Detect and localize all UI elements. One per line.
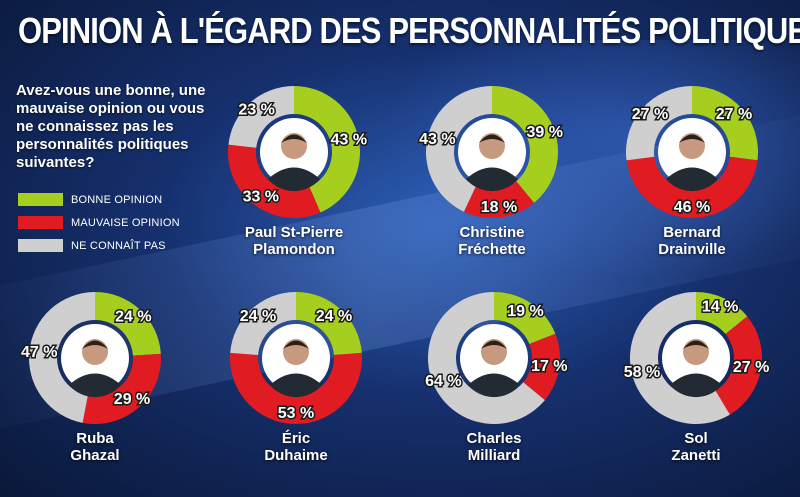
percent-label-mauvaise: 18 % [481, 199, 517, 216]
percent-label-ne-connait-pas: 64 % [425, 373, 461, 390]
percent-label-ne-connait-pas: 27 % [632, 106, 668, 123]
person-name-line2: Zanetti [671, 447, 721, 464]
slice-ne-connait-pas [230, 292, 296, 356]
legend-label-ne-connait-pas: NE CONNAÎT PAS [71, 239, 166, 252]
person-name-line1: Paul St-Pierre [244, 224, 344, 241]
slice-bonne [494, 292, 556, 345]
person-name-eric-duhaime: Éric Duhaime [221, 430, 371, 464]
slice-ne-connait-pas [425, 86, 492, 212]
person-name-line1: Bernard [663, 224, 721, 241]
person-name-line2: Fréchette [458, 241, 526, 258]
legend: BONNE OPINION MAUVAISE OPINION NE CONNAÎ… [18, 193, 180, 262]
legend-item-bonne: BONNE OPINION [18, 193, 180, 206]
percent-label-ne-connait-pas: 24 % [240, 308, 276, 325]
percent-label-mauvaise: 53 % [278, 405, 314, 422]
percent-label-mauvaise: 46 % [674, 199, 710, 216]
portrait-body [270, 373, 322, 398]
legend-swatch-mauvaise [18, 216, 63, 229]
person-name-line2: Ghazal [70, 447, 120, 464]
portrait-hair [679, 134, 705, 143]
donut-christine-frechette: 39 % 18 % 43 % [418, 86, 564, 219]
person-name-sol-zanetti: Sol Zanetti [621, 430, 771, 464]
person-name-paul-st-pierre-plamondon: Paul St-Pierre Plamondon [219, 224, 369, 258]
slice-mauvaise [228, 144, 321, 218]
portrait-body [466, 167, 518, 192]
donut-ruba-ghazal: 24 % 29 % 47 % [20, 292, 161, 424]
donut-charles-milliard: 19 % 17 % 64 % [424, 292, 569, 424]
donut-eric-duhaime: 24 % 53 % 24 % [229, 292, 362, 425]
percent-label-ne-connait-pas: 23 % [238, 101, 274, 118]
slice-mauvaise [523, 333, 560, 401]
percent-label-bonne: 24 % [115, 308, 151, 325]
slice-mauvaise [715, 316, 762, 415]
donut-sol-zanetti: 14 % 27 % 58 % [622, 292, 771, 424]
percent-label-bonne: 27 % [716, 106, 752, 123]
legend-label-bonne: BONNE OPINION [71, 193, 163, 206]
portrait-hair [82, 340, 108, 349]
percent-label-ne-connait-pas: 47 % [21, 344, 57, 361]
slice-ne-connait-pas [228, 86, 294, 148]
portrait-hair [281, 134, 307, 143]
percent-label-bonne: 14 % [702, 299, 738, 316]
survey-question: Avez-vous une bonne, une mauvaise opinio… [16, 82, 206, 171]
person-name-ruba-ghazal: Ruba Ghazal [20, 430, 170, 464]
percent-label-ne-connait-pas: 43 % [419, 131, 455, 148]
legend-swatch-ne-connait-pas [18, 239, 63, 252]
portrait-hair [479, 134, 505, 143]
slice-mauvaise [463, 181, 535, 219]
portrait-hair [481, 340, 507, 349]
portrait-hair [283, 340, 309, 349]
slice-bonne [492, 86, 558, 203]
legend-item-ne-connait-pas: NE CONNAÎT PAS [18, 239, 180, 252]
percent-label-mauvaise: 17 % [531, 358, 567, 375]
percent-label-mauvaise: 29 % [114, 391, 150, 408]
person-name-line1: Ruba [76, 430, 114, 447]
slice-bonne [696, 292, 748, 335]
percent-label-mauvaise: 33 % [243, 188, 279, 205]
legend-label-mauvaise: MAUVAISE OPINION [71, 216, 180, 229]
person-name-bernard-drainville: Bernard Drainville [617, 224, 767, 258]
slice-mauvaise [82, 353, 161, 424]
portrait-hair [683, 340, 709, 349]
page-title: OPINION À L'ÉGARD DES PERSONNALITÉS POLI… [18, 10, 800, 51]
portrait-body [468, 373, 520, 398]
percent-label-bonne: 24 % [316, 308, 352, 325]
person-name-christine-frechette: Christine Fréchette [417, 224, 567, 258]
percent-label-bonne: 39 % [526, 124, 562, 141]
percent-label-bonne: 43 % [331, 132, 367, 149]
person-name-line2: Milliard [467, 447, 521, 464]
percent-label-mauvaise: 27 % [733, 359, 769, 376]
person-name-line1: Sol [684, 430, 708, 447]
slice-bonne [692, 86, 758, 161]
person-name-line2: Plamondon [253, 241, 335, 258]
slice-bonne [95, 292, 161, 356]
donut-paul-st-pierre-plamondon: 43 % 33 % 23 % [228, 86, 369, 218]
portrait-body [268, 167, 320, 192]
percent-label-bonne: 19 % [507, 303, 543, 320]
slice-ne-connait-pas [428, 292, 545, 424]
slice-ne-connait-pas [626, 86, 692, 161]
slice-mauvaise [626, 156, 758, 218]
slice-bonne [294, 86, 361, 213]
portrait-body [670, 373, 722, 398]
slice-ne-connait-pas [630, 292, 730, 424]
slice-bonne [296, 292, 362, 356]
person-name-line1: Christine [459, 224, 525, 241]
slice-ne-connait-pas [28, 292, 96, 423]
portrait-body [69, 373, 121, 398]
legend-swatch-bonne [18, 193, 63, 206]
person-name-line2: Drainville [658, 241, 726, 258]
person-name-line2: Duhaime [264, 447, 328, 464]
legend-item-mauvaise: MAUVAISE OPINION [18, 216, 180, 229]
person-name-line1: Éric [281, 430, 311, 447]
person-name-charles-milliard: Charles Milliard [419, 430, 569, 464]
percent-label-ne-connait-pas: 58 % [624, 364, 660, 381]
portrait-body [666, 167, 718, 192]
donut-bernard-drainville: 27 % 46 % 27 % [626, 86, 758, 218]
person-name-line1: Charles [466, 430, 522, 447]
slice-mauvaise [229, 352, 362, 425]
